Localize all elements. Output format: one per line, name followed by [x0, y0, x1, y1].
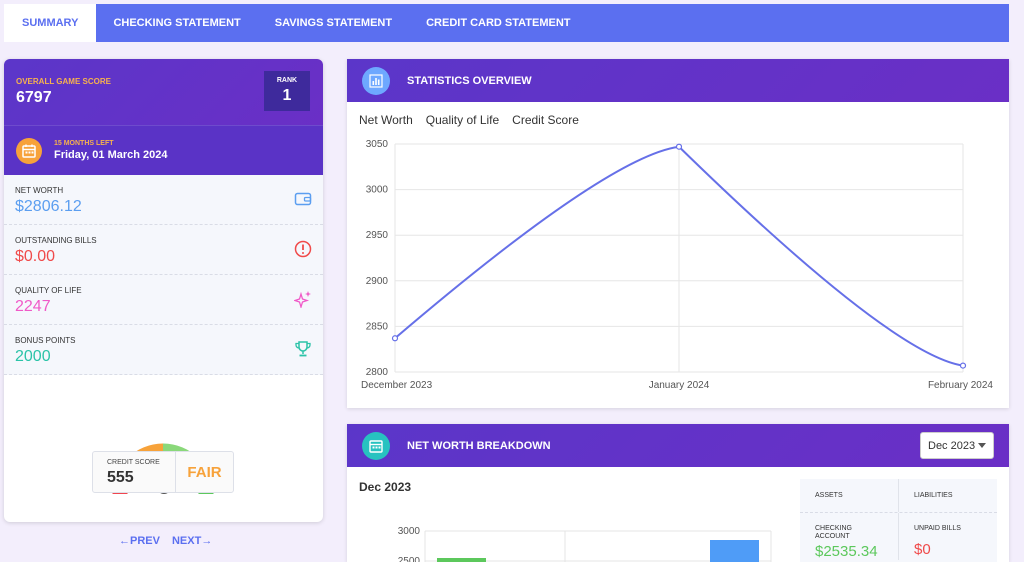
stat-label: QUALITY OF LIFE: [15, 286, 82, 295]
x-tick-label: February 2024: [928, 380, 993, 391]
credit-score-box: CREDIT SCORE 555 FAIR: [92, 451, 234, 493]
chart-tab-quality-of-life[interactable]: Quality of Life: [425, 113, 500, 127]
current-date: Friday, 01 March 2024: [54, 149, 168, 161]
rank-label: RANK: [276, 77, 298, 84]
top-tab-bar: SUMMARY CHECKING STATEMENT SAVINGS STATE…: [4, 4, 1009, 42]
stat-row-net-worth: NET WORTH $2806.12: [4, 175, 323, 225]
stat-value: 2247: [15, 298, 51, 315]
next-button[interactable]: NEXT→: [172, 535, 212, 547]
breakdown-ytick-3000: 3000: [398, 526, 421, 537]
breakdown-bar-chart: 3000 2500: [398, 526, 772, 562]
breakdown-chart-title: Dec 2023: [359, 480, 412, 494]
sparkles-icon: [294, 291, 311, 308]
breakdown-bar-assets: [437, 558, 486, 562]
months-left: 15 MONTHS LEFT: [54, 140, 114, 147]
stat-row-bonus-points: BONUS POINTS 2000: [4, 325, 323, 375]
stat-label: NET WORTH: [15, 186, 64, 195]
credit-gauge: [112, 443, 214, 495]
alert-circle-icon: [294, 240, 312, 258]
y-tick-label: 2850: [366, 321, 389, 332]
y-tick-label: 2950: [366, 230, 389, 241]
rank-box: RANK 1: [264, 71, 310, 111]
data-point: [391, 335, 399, 342]
chart-tab-net-worth[interactable]: Net Worth: [359, 113, 413, 127]
chart-tabs: Net Worth Quality of Life Credit Score: [359, 113, 579, 127]
score-value: 6797: [16, 89, 52, 106]
liability-item-value: $0: [914, 541, 931, 558]
calendar-icon: [16, 137, 42, 164]
asset-item-label: CHECKING ACCOUNT: [815, 525, 852, 540]
x-tick-label: December 2023: [361, 380, 433, 391]
y-tick-label: 2900: [366, 276, 389, 287]
score-label: OVERALL GAME SCORE: [16, 77, 111, 86]
stat-label: OUTSTANDING BILLS: [15, 236, 97, 245]
stat-value: $2806.12: [15, 198, 82, 215]
trophy-icon: [295, 341, 311, 357]
liability-item-label: UNPAID BILLS: [914, 525, 961, 532]
y-tick-label: 2800: [366, 367, 389, 378]
liabilities-header: LIABILITIES: [914, 492, 953, 499]
wallet-icon: [294, 192, 312, 206]
stat-label: BONUS POINTS: [15, 336, 76, 345]
rank-value: 1: [282, 87, 292, 104]
data-point: [959, 362, 967, 369]
asset-item-value: $2535.34: [815, 543, 878, 560]
bar-chart-icon: [362, 66, 390, 95]
caret-down-icon: [978, 443, 986, 448]
assets-liabilities-table: ASSETS LIABILITIES CHECKING ACCOUNT $253…: [800, 479, 997, 562]
stat-value: $0.00: [15, 248, 56, 265]
y-tick-label: 3000: [366, 185, 389, 196]
summary-card: OVERALL GAME SCORE 6797 RANK 1 15 MONTHS…: [4, 59, 323, 522]
tab-checking-statement[interactable]: CHECKING STATEMENT: [113, 17, 241, 29]
stat-value: 2000: [15, 348, 51, 365]
chart-tab-credit-score[interactable]: Credit Score: [512, 113, 579, 127]
statistics-header: STATISTICS OVERVIEW: [347, 59, 1009, 102]
stat-row-quality-of-life: QUALITY OF LIFE 2247: [4, 275, 323, 325]
calendar-icon: [362, 431, 390, 460]
prev-button[interactable]: ←PREV: [119, 535, 160, 547]
assets-header: ASSETS: [800, 479, 899, 512]
breakdown-ytick-2500: 2500: [398, 556, 421, 562]
arrow-right-icon: →: [201, 535, 213, 547]
line-chart: 2800 2850 2900 2950 3000 3050 December 2023 Jan…: [361, 139, 993, 391]
pager: ←PREV NEXT→: [119, 535, 212, 547]
tab-savings-statement[interactable]: SAVINGS STATEMENT: [274, 17, 393, 29]
arrow-left-icon: ←: [119, 535, 130, 547]
date-row: 15 MONTHS LEFT Friday, 01 March 2024: [4, 125, 323, 175]
y-tick-label: 3050: [366, 139, 389, 150]
tab-credit-card-statement[interactable]: CREDIT CARD STATEMENT: [426, 17, 571, 29]
credit-score-value: 555: [107, 469, 134, 486]
x-tick-label: January 2024: [649, 380, 710, 391]
month-select-value: Dec 2023: [928, 439, 976, 452]
statistics-panel: STATISTICS OVERVIEW Net Worth Quality of…: [347, 59, 1009, 408]
credit-rating: FAIR: [187, 463, 222, 481]
credit-score-label: CREDIT SCORE: [107, 459, 160, 466]
score-header: OVERALL GAME SCORE 6797 RANK 1: [4, 59, 323, 125]
month-select[interactable]: Dec 2023: [920, 432, 994, 459]
breakdown-bar-networth: [710, 540, 759, 562]
prev-label: PREV: [130, 535, 160, 547]
breakdown-title: NET WORTH BREAKDOWN: [407, 439, 551, 452]
statistics-title: STATISTICS OVERVIEW: [407, 74, 532, 87]
stat-row-outstanding-bills: OUTSTANDING BILLS $0.00: [4, 225, 323, 275]
data-point: [675, 143, 683, 150]
breakdown-panel: NET WORTH BREAKDOWN Dec 2023 Dec 2023 30…: [347, 424, 1009, 562]
next-label: NEXT: [171, 535, 202, 547]
breakdown-header: NET WORTH BREAKDOWN Dec 2023: [347, 424, 1009, 467]
tab-summary[interactable]: SUMMARY: [4, 4, 97, 42]
